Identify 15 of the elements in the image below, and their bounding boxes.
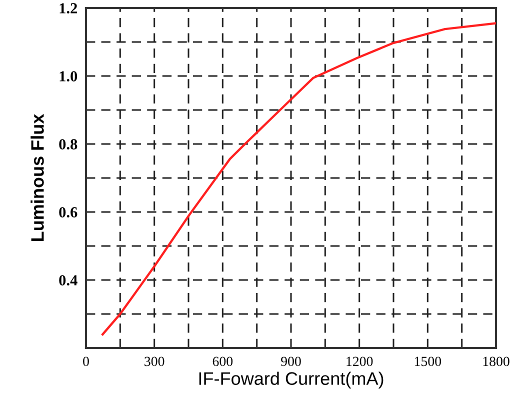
x-tick-label: 600 <box>212 356 233 366</box>
y-tick-label: 0.8 <box>59 139 78 150</box>
line-series <box>102 22 496 336</box>
x-tick-label: 1800 <box>483 356 510 366</box>
x-tick-label: 1500 <box>415 356 442 366</box>
x-tick-label: 1200 <box>346 356 373 366</box>
y-tick-label: 1.2 <box>60 3 78 14</box>
y-tick-label: 1.0 <box>60 71 78 82</box>
y-tick-label: 0.4 <box>59 275 78 286</box>
x-tick-label: 900 <box>281 356 301 366</box>
x-axis-title: IF-Foward Current(mA) <box>199 372 384 389</box>
x-tick-label: 300 <box>144 356 164 366</box>
y-axis-title: Luminous Flux <box>30 114 44 241</box>
y-tick-label: 0.6 <box>59 207 78 218</box>
x-tick-label: 0 <box>83 356 89 366</box>
